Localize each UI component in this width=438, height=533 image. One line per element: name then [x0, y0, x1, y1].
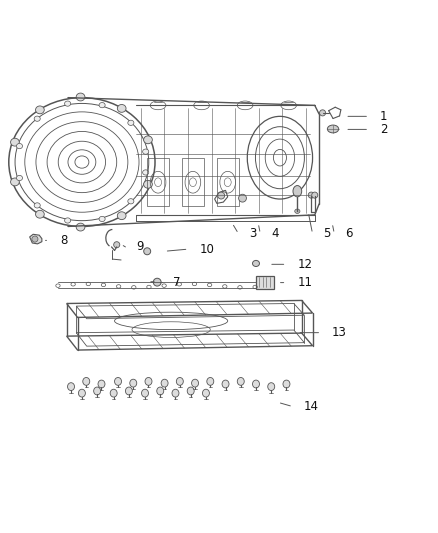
- Ellipse shape: [34, 116, 40, 122]
- Text: 3: 3: [250, 228, 257, 240]
- Text: 12: 12: [297, 258, 312, 271]
- Polygon shape: [30, 235, 42, 244]
- Ellipse shape: [320, 110, 325, 116]
- Ellipse shape: [157, 387, 164, 395]
- Ellipse shape: [67, 383, 74, 391]
- Ellipse shape: [99, 216, 105, 222]
- Ellipse shape: [141, 389, 148, 397]
- Ellipse shape: [283, 380, 290, 388]
- Ellipse shape: [32, 236, 38, 242]
- Ellipse shape: [237, 377, 244, 385]
- Ellipse shape: [153, 278, 161, 286]
- Ellipse shape: [218, 192, 225, 199]
- Ellipse shape: [17, 143, 22, 149]
- Ellipse shape: [143, 170, 149, 175]
- Ellipse shape: [110, 389, 117, 397]
- Ellipse shape: [172, 389, 179, 397]
- Ellipse shape: [308, 192, 314, 198]
- Ellipse shape: [35, 106, 44, 114]
- Ellipse shape: [117, 104, 126, 112]
- Ellipse shape: [78, 389, 85, 397]
- Text: 10: 10: [199, 243, 214, 256]
- Ellipse shape: [202, 389, 209, 397]
- Ellipse shape: [17, 175, 22, 181]
- Text: 6: 6: [345, 228, 353, 240]
- Text: 14: 14: [304, 400, 319, 413]
- Bar: [147, 158, 169, 206]
- Ellipse shape: [64, 218, 71, 223]
- Ellipse shape: [327, 125, 339, 133]
- Text: 4: 4: [271, 228, 279, 240]
- Ellipse shape: [144, 136, 152, 144]
- Ellipse shape: [98, 380, 105, 388]
- Ellipse shape: [187, 387, 194, 395]
- Text: 8: 8: [60, 234, 67, 247]
- Ellipse shape: [177, 377, 184, 385]
- Ellipse shape: [35, 211, 44, 218]
- Ellipse shape: [83, 377, 90, 385]
- Ellipse shape: [222, 380, 229, 388]
- Ellipse shape: [145, 377, 152, 385]
- Ellipse shape: [34, 203, 40, 208]
- Text: 2: 2: [380, 123, 388, 136]
- Bar: [182, 158, 204, 206]
- Ellipse shape: [143, 149, 149, 154]
- Bar: [256, 276, 274, 289]
- Ellipse shape: [239, 194, 247, 202]
- Ellipse shape: [11, 138, 19, 146]
- Ellipse shape: [64, 101, 71, 106]
- Text: 11: 11: [297, 276, 312, 289]
- Ellipse shape: [11, 178, 19, 186]
- Ellipse shape: [117, 212, 126, 220]
- Ellipse shape: [312, 192, 318, 198]
- Text: 1: 1: [380, 110, 388, 123]
- Ellipse shape: [76, 93, 85, 101]
- Ellipse shape: [125, 387, 132, 395]
- Ellipse shape: [268, 383, 275, 391]
- Ellipse shape: [130, 379, 137, 387]
- Ellipse shape: [144, 248, 151, 255]
- Ellipse shape: [144, 180, 152, 188]
- Ellipse shape: [114, 241, 120, 248]
- Text: 13: 13: [332, 326, 347, 339]
- Ellipse shape: [253, 380, 259, 388]
- Ellipse shape: [253, 261, 259, 266]
- Ellipse shape: [128, 120, 134, 125]
- Ellipse shape: [76, 223, 85, 231]
- Ellipse shape: [191, 379, 198, 387]
- Ellipse shape: [207, 377, 214, 385]
- Bar: [217, 158, 239, 206]
- Ellipse shape: [128, 199, 134, 204]
- Ellipse shape: [99, 102, 105, 108]
- Ellipse shape: [293, 185, 302, 197]
- Text: 7: 7: [173, 276, 181, 289]
- Ellipse shape: [295, 209, 300, 213]
- Ellipse shape: [115, 377, 121, 385]
- Ellipse shape: [161, 379, 168, 387]
- Text: 5: 5: [323, 228, 331, 240]
- Text: 9: 9: [136, 240, 144, 253]
- Ellipse shape: [94, 387, 101, 395]
